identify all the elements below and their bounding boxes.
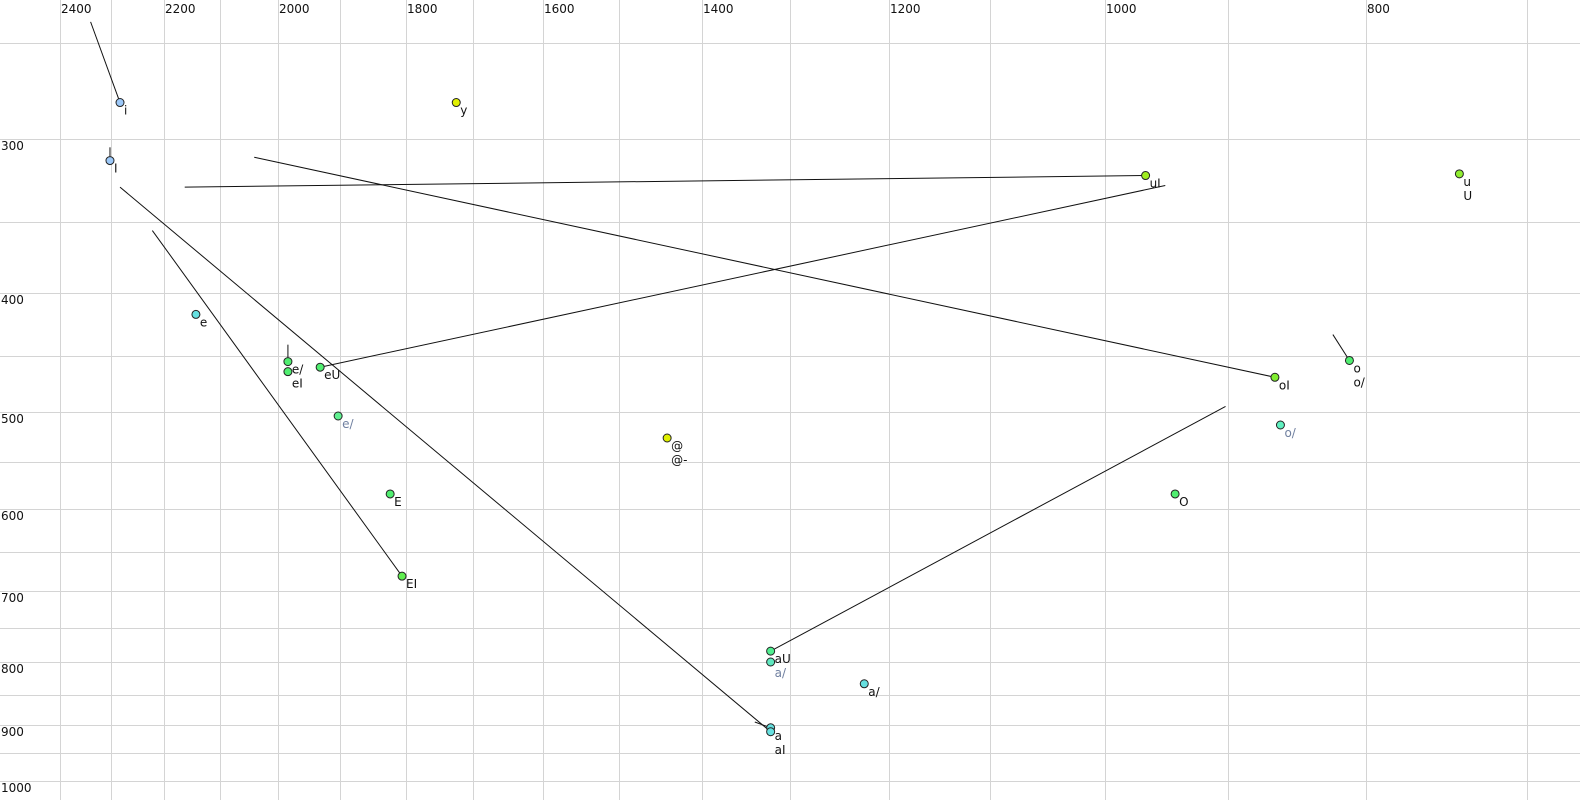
vowel-label: EI bbox=[406, 577, 417, 591]
trajectory-line bbox=[770, 405, 1226, 652]
x-tick-label: 1800 bbox=[407, 2, 438, 16]
vowel-label: a bbox=[775, 729, 782, 743]
vowel-label: o/ bbox=[1353, 375, 1365, 389]
trajectories bbox=[90, 21, 1350, 733]
vowel-point bbox=[283, 367, 293, 377]
vowel-label: U bbox=[1463, 189, 1472, 203]
vowel-point bbox=[859, 679, 869, 689]
vowel-label: o bbox=[1353, 361, 1360, 375]
vowel-label: aU bbox=[775, 652, 791, 666]
trajectory-line bbox=[1332, 334, 1350, 361]
vowel-point bbox=[1170, 489, 1180, 499]
y-tick-label: 900 bbox=[1, 725, 24, 739]
trajectory-line bbox=[254, 156, 1276, 378]
x-tick-label: 1400 bbox=[703, 2, 734, 16]
y-tick-label: 300 bbox=[1, 139, 24, 153]
vowel-point bbox=[766, 657, 776, 667]
trajectory-line bbox=[184, 175, 1146, 188]
x-tick-label: 1200 bbox=[890, 2, 921, 16]
vowel-point bbox=[766, 646, 776, 656]
vowel-point bbox=[662, 433, 672, 443]
vowel-point bbox=[1275, 420, 1285, 430]
vowel-label: aI bbox=[775, 743, 786, 757]
vowel-point bbox=[451, 98, 461, 108]
trajectory-line bbox=[151, 230, 403, 577]
vowel-point bbox=[191, 309, 201, 319]
vowel-label: e/ bbox=[342, 417, 354, 431]
y-tick-label: 400 bbox=[1, 293, 24, 307]
vowel-label: eI bbox=[292, 377, 303, 391]
x-tick-label: 2400 bbox=[61, 2, 92, 16]
axis-ticks: 2400 2200 2000 1800 1600 1400 1200 1000 800 300 40… bbox=[1, 2, 1390, 795]
vowel-point bbox=[333, 411, 343, 421]
vowel-label: u bbox=[1463, 175, 1471, 189]
y-tick-label: 500 bbox=[1, 412, 24, 426]
vowel-point bbox=[1454, 169, 1464, 179]
vowel-point bbox=[1141, 171, 1151, 181]
x-tick-label: 2000 bbox=[279, 2, 310, 16]
vowel-point bbox=[283, 357, 293, 367]
vowel-label: O bbox=[1179, 495, 1188, 509]
vowel-label: E bbox=[394, 495, 402, 509]
vowel-label: y bbox=[460, 104, 467, 118]
vowel-label: @- bbox=[671, 453, 687, 467]
vowel-point bbox=[315, 362, 325, 372]
vowel-label: @ bbox=[671, 439, 683, 453]
vowel-point bbox=[1344, 355, 1354, 365]
x-tick-label: 1000 bbox=[1106, 2, 1137, 16]
vowel-label: e/ bbox=[292, 363, 304, 377]
vowel-label: eU bbox=[324, 368, 340, 382]
vowel-point bbox=[115, 98, 125, 108]
trajectory-line bbox=[90, 21, 121, 103]
vowel-point bbox=[397, 571, 407, 581]
x-tick-label: 800 bbox=[1367, 2, 1390, 16]
vowel-label: a/ bbox=[868, 685, 880, 699]
vowel-label: uI bbox=[1150, 177, 1161, 191]
vowel-label: i bbox=[124, 104, 127, 118]
trajectory-line bbox=[119, 186, 771, 733]
y-tick-label: 800 bbox=[1, 662, 24, 676]
vowel-label: a/ bbox=[775, 666, 787, 680]
vowel-label: e bbox=[200, 315, 207, 329]
vowel-label: I bbox=[114, 162, 118, 176]
trajectory-line bbox=[320, 184, 1166, 368]
vowel-point bbox=[105, 156, 115, 166]
y-tick-label: 700 bbox=[1, 591, 24, 605]
vowel-point bbox=[385, 489, 395, 499]
y-tick-label: 1000 bbox=[1, 781, 32, 795]
vowel-point bbox=[1270, 372, 1280, 382]
vowel-label: oI bbox=[1279, 378, 1290, 392]
x-tick-label: 2200 bbox=[165, 2, 196, 16]
y-tick-label: 600 bbox=[1, 509, 24, 523]
vowel-label: o/ bbox=[1284, 426, 1296, 440]
x-tick-label: 1600 bbox=[544, 2, 575, 16]
vowel-point bbox=[766, 727, 776, 737]
